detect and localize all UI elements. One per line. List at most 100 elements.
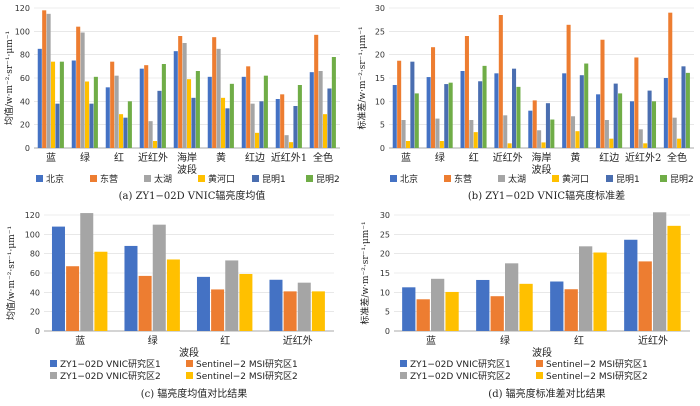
bar-2-3-2 [239, 273, 253, 331]
x-tick-label: 近红外2 [625, 151, 661, 164]
bar-3-3-2 [593, 252, 607, 331]
bar-1-1-8 [668, 12, 673, 149]
bar-0-2-6 [250, 103, 255, 148]
bar-0-2-4 [182, 43, 187, 148]
bar-1-3-2 [473, 132, 478, 148]
legend-label: 昆明2 [670, 174, 694, 185]
bar-1-2-0 [401, 120, 406, 148]
y-tick-label: 20 [20, 121, 30, 130]
bar-2-2-0 [80, 213, 94, 331]
bar-1-0-6 [596, 94, 601, 148]
bar-3-0-0 [402, 287, 416, 331]
bar-1-4-8 [681, 66, 686, 148]
x-axis-title: 波段 [177, 163, 197, 176]
x-axis-title: 波段 [532, 163, 552, 176]
bar-1-3-6 [609, 138, 614, 148]
bar-2-1-1 [138, 275, 152, 331]
bar-0-2-7 [284, 135, 289, 148]
bar-2-3-1 [166, 259, 180, 331]
legend-swatch [390, 175, 397, 182]
legend-label: ZY1−02D VNIC研究区1 [410, 358, 511, 370]
bar-3-0-1 [476, 279, 490, 331]
bar-1-3-8 [677, 138, 682, 148]
bar-2-1-2 [211, 289, 225, 331]
bar-1-4-6 [613, 83, 618, 148]
x-axis-title: 波段 [532, 346, 552, 359]
y-tick-label: 30 [375, 4, 385, 13]
bar-1-0-8 [663, 78, 668, 148]
y-tick-label: 20 [30, 308, 40, 317]
y-tick-label: 0 [380, 144, 385, 153]
y-tick-label: 10 [375, 97, 385, 106]
bar-3-1-2 [564, 289, 578, 331]
bar-3-0-3 [624, 239, 638, 331]
bar-0-4-1 [89, 103, 94, 148]
bar-1-0-3 [494, 73, 499, 148]
bar-1-5-5 [584, 63, 589, 148]
bar-0-0-7 [275, 99, 280, 148]
bar-0-3-3 [153, 141, 158, 148]
bar-0-4-4 [191, 97, 196, 148]
y-tick-label: 15 [380, 269, 390, 278]
bar-2-0-0 [51, 226, 65, 331]
bar-3-1-1 [490, 296, 504, 331]
bar-0-2-2 [114, 75, 119, 148]
bar-0-4-2 [123, 117, 128, 148]
bar-0-1-0 [42, 10, 47, 148]
x-tick-label: 红 [114, 151, 124, 164]
legend-label: 东营 [454, 173, 472, 185]
bar-0-5-4 [195, 71, 200, 148]
chart-caption: (d) 辐亮度标准差对比结果 [488, 387, 605, 400]
y-tick-label: 80 [20, 51, 30, 60]
legend-swatch [400, 372, 407, 379]
x-tick-label: 绿 [435, 151, 445, 164]
legend-swatch [306, 175, 313, 182]
legend-swatch [536, 372, 543, 379]
legend-label: 东营 [100, 173, 118, 185]
legend-swatch [444, 175, 451, 182]
bar-0-3-6 [255, 132, 260, 148]
bar-2-0-3 [269, 279, 283, 331]
bar-1-4-5 [579, 75, 584, 148]
x-tick-label: 绿 [500, 334, 510, 347]
x-tick-label: 黄 [570, 151, 580, 164]
legend-swatch [50, 372, 57, 379]
bar-1-2-2 [469, 120, 474, 148]
y-tick-label: 100 [15, 27, 30, 36]
bar-1-1-0 [397, 60, 402, 149]
bar-0-5-1 [93, 76, 98, 148]
x-tick-label: 红边 [245, 151, 265, 164]
x-tick-label: 近红外 [638, 334, 668, 347]
bar-1-4-1 [444, 84, 449, 148]
y-tick-label: 40 [20, 97, 30, 106]
legend-label: 黄河口 [562, 173, 589, 185]
bar-0-1-1 [76, 26, 81, 149]
x-tick-label: 蓝 [75, 335, 85, 347]
bar-0-0-5 [207, 76, 212, 148]
y-tick-label: 5 [380, 121, 385, 130]
legend-label: Sentinel−2 MSI研究区1 [546, 358, 648, 370]
legend-swatch [50, 360, 57, 367]
bar-0-3-7 [289, 142, 294, 148]
bar-3-1-0 [416, 299, 430, 331]
legend-label: 北京 [46, 173, 64, 185]
bar-0-3-2 [119, 114, 124, 148]
y-axis-title: 标准差/w·m⁻²·sr⁻¹·μm⁻¹ [356, 26, 368, 129]
bar-0-2-5 [216, 48, 221, 148]
legend-swatch [186, 360, 193, 367]
bar-1-1-2 [464, 36, 469, 148]
bar-3-2-3 [653, 212, 667, 331]
bar-1-3-5 [575, 131, 580, 148]
bar-3-1-3 [638, 261, 652, 331]
bar-0-4-6 [259, 101, 264, 148]
bar-1-1-6 [600, 39, 605, 149]
y-tick-label: 0 [35, 327, 40, 336]
bar-0-0-1 [71, 60, 76, 148]
bar-1-0-7 [629, 101, 634, 148]
legend-label: 黄河口 [208, 173, 235, 185]
bar-1-0-0 [392, 85, 397, 148]
x-tick-label: 红 [469, 151, 479, 164]
y-tick-label: 120 [15, 4, 30, 13]
y-tick-label: 40 [30, 288, 40, 297]
